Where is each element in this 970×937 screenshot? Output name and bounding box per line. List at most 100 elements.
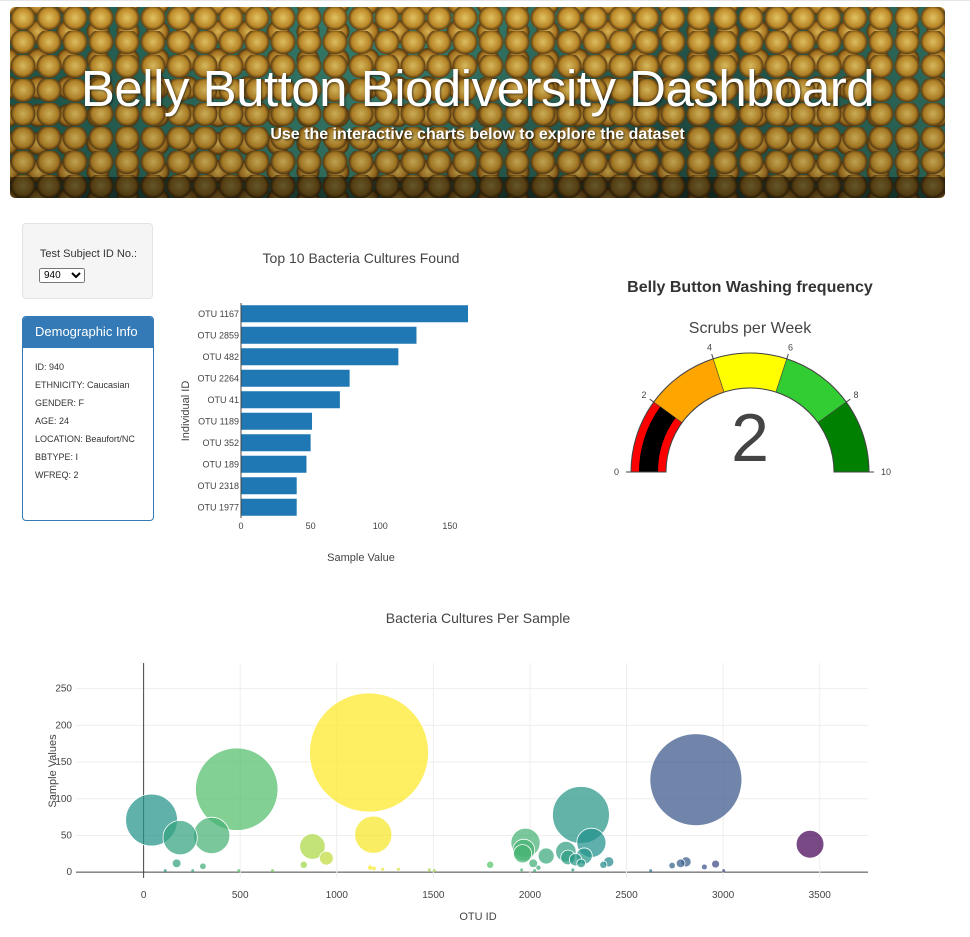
gauge-tick-label: 0 bbox=[614, 467, 619, 477]
bubble[interactable] bbox=[319, 850, 334, 866]
top10-bar-chart[interactable]: Top 10 Bacteria Cultures Found OTU 1167 O… bbox=[170, 240, 500, 570]
gauge-tick bbox=[649, 398, 655, 403]
bar-chart-x-label: Sample Value bbox=[327, 552, 395, 564]
bubble[interactable] bbox=[171, 858, 182, 869]
bar-category-label: OTU 2859 bbox=[197, 330, 239, 340]
gauge-step bbox=[712, 352, 788, 393]
bubble[interactable] bbox=[571, 868, 575, 872]
page-title: Belly Button Biodiversity Dashboard bbox=[80, 60, 875, 117]
bar-x-tick-label: 150 bbox=[442, 521, 457, 531]
bubble-chart-y-label: Sample Values bbox=[47, 734, 59, 808]
bar[interactable] bbox=[241, 412, 313, 430]
gauge-value-bar bbox=[639, 406, 676, 472]
bubble[interactable] bbox=[199, 863, 206, 870]
bubble-y-tick-label: 200 bbox=[55, 720, 72, 731]
bubble[interactable] bbox=[599, 860, 608, 869]
bubble[interactable] bbox=[537, 847, 555, 865]
bubble[interactable] bbox=[354, 815, 393, 854]
bar-category-label: OTU 482 bbox=[202, 352, 239, 362]
demographic-panel-body: ID: 940 ETHNICITY: Caucasian GENDER: F A… bbox=[23, 348, 153, 480]
bar[interactable] bbox=[241, 455, 307, 473]
bubble[interactable] bbox=[299, 833, 326, 860]
demographic-id: ID: 940 bbox=[35, 362, 65, 372]
bubble-x-tick-label: 3500 bbox=[809, 890, 832, 901]
bubble[interactable] bbox=[195, 747, 279, 831]
bubble[interactable] bbox=[432, 869, 436, 873]
gauge-tick-label: 6 bbox=[788, 342, 793, 352]
bubble[interactable] bbox=[576, 858, 586, 869]
bar[interactable] bbox=[241, 434, 311, 452]
bar-category-label: OTU 352 bbox=[202, 438, 239, 448]
gauge-tick bbox=[786, 353, 789, 359]
bubble[interactable] bbox=[649, 869, 653, 873]
bubble[interactable] bbox=[711, 859, 721, 869]
demographic-panel-title: Demographic Info bbox=[23, 317, 153, 348]
subject-selector-label: Test Subject ID No.: bbox=[39, 248, 138, 260]
bar-category-label: OTU 41 bbox=[207, 395, 239, 405]
bubble[interactable] bbox=[368, 865, 373, 870]
subject-selector-well: Test Subject ID No.: 940 bbox=[22, 223, 153, 299]
bubble[interactable] bbox=[513, 844, 533, 864]
bubble-x-tick-label: 2000 bbox=[519, 890, 542, 901]
bubble[interactable] bbox=[675, 858, 686, 869]
bubble[interactable] bbox=[722, 869, 726, 873]
page-subtitle: Use the interactive charts below to expl… bbox=[270, 126, 685, 143]
bubble-x-tick-label: 0 bbox=[141, 890, 147, 901]
bubble-y-tick-label: 100 bbox=[55, 794, 72, 805]
bar-category-label: OTU 1189 bbox=[198, 416, 239, 426]
bubble[interactable] bbox=[299, 860, 308, 869]
bar-category-label: OTU 2264 bbox=[197, 373, 239, 383]
bar-chart-title: Top 10 Bacteria Cultures Found bbox=[263, 250, 460, 266]
bar[interactable] bbox=[241, 498, 297, 516]
banner-shade bbox=[10, 7, 945, 198]
bar[interactable] bbox=[241, 369, 350, 387]
bubble[interactable] bbox=[163, 869, 167, 873]
microscope-readout-strip bbox=[10, 177, 945, 198]
bubble-y-tick-label: 150 bbox=[55, 757, 72, 768]
bubble[interactable] bbox=[381, 867, 385, 871]
bubble[interactable] bbox=[237, 869, 241, 873]
bacteria-bubble-chart[interactable]: Bacteria Cultures Per Sample 0 50 100 150 20… bbox=[0, 595, 970, 937]
bubble-x-tick-label: 2500 bbox=[615, 890, 638, 901]
demographic-panel: Demographic Info ID: 940 ETHNICITY: Cauc… bbox=[22, 316, 154, 521]
gauge-tick bbox=[711, 353, 714, 359]
bubble[interactable] bbox=[528, 858, 539, 869]
demographic-ethnicity: ETHNICITY: Caucasian bbox=[35, 380, 130, 390]
bar[interactable] bbox=[241, 348, 399, 366]
bubble[interactable] bbox=[192, 816, 231, 855]
washing-frequency-gauge[interactable]: Belly Button Washing frequency Scrubs pe… bbox=[590, 262, 920, 492]
bar-category-label: OTU 189 bbox=[202, 459, 239, 469]
gauge-value: 2 bbox=[731, 400, 769, 476]
bubble-x-tick-label: 500 bbox=[232, 890, 249, 901]
bar[interactable] bbox=[241, 391, 340, 409]
bar-x-tick-label: 50 bbox=[306, 521, 316, 531]
demographic-wfreq: WFREQ: 2 bbox=[35, 470, 79, 480]
bubble-x-tick-label: 1500 bbox=[422, 890, 445, 901]
bubble[interactable] bbox=[795, 829, 825, 859]
bar-category-label: OTU 2318 bbox=[197, 481, 239, 491]
bubble[interactable] bbox=[533, 869, 537, 873]
bubble[interactable] bbox=[309, 692, 429, 813]
bubble[interactable] bbox=[536, 865, 541, 870]
bar-x-tick-label: 100 bbox=[373, 521, 388, 531]
bubble[interactable] bbox=[396, 867, 400, 871]
bubble[interactable] bbox=[486, 860, 495, 869]
subject-id-select[interactable]: 940 bbox=[39, 268, 85, 283]
bubble-y-tick-label: 50 bbox=[61, 830, 73, 841]
bubble[interactable] bbox=[649, 733, 743, 827]
bubble[interactable] bbox=[270, 869, 274, 873]
bar[interactable] bbox=[241, 477, 297, 495]
bubble[interactable] bbox=[427, 868, 431, 872]
bar[interactable] bbox=[241, 305, 468, 323]
bubble[interactable] bbox=[162, 820, 198, 856]
bubble[interactable] bbox=[191, 869, 195, 873]
demographic-bbtype: BBTYPE: I bbox=[35, 452, 79, 462]
bubble[interactable] bbox=[372, 866, 376, 871]
bar[interactable] bbox=[241, 326, 417, 344]
bubble[interactable] bbox=[701, 864, 707, 870]
bar-x-tick-label: 0 bbox=[238, 521, 243, 531]
demographic-gender: GENDER: F bbox=[35, 398, 85, 408]
bubble[interactable] bbox=[520, 868, 524, 872]
bubble-x-tick-label: 3000 bbox=[712, 890, 735, 901]
bubble[interactable] bbox=[668, 861, 676, 870]
